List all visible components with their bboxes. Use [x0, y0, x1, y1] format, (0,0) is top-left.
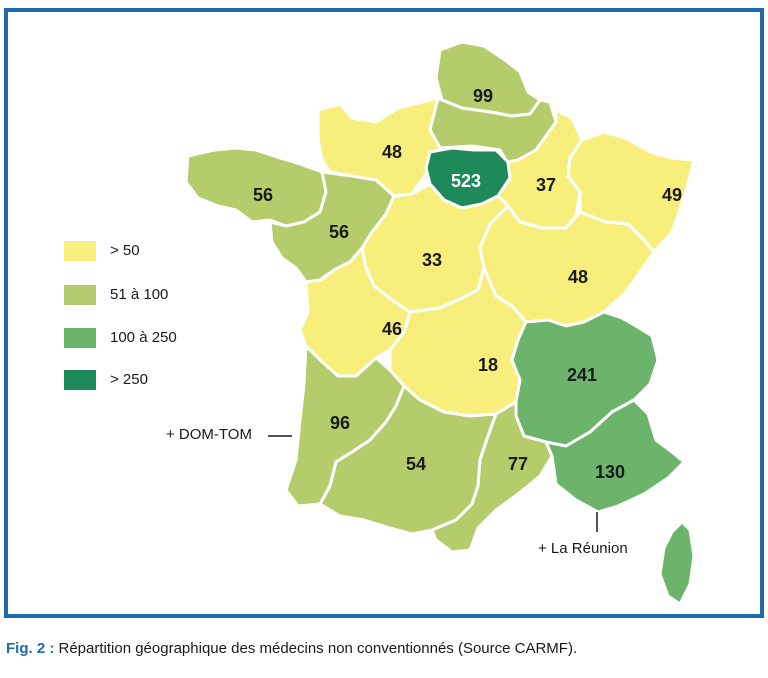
value-label-pays-de-la-loire: 56	[329, 222, 349, 242]
value-label-bretagne: 56	[253, 185, 273, 205]
figure-caption: Fig. 2 : Répartition géographique des mé…	[6, 640, 577, 657]
legend-swatch	[64, 285, 96, 305]
reunion-annotation: + La Réunion	[538, 540, 628, 557]
value-label-alsace-lorraine: 49	[662, 185, 682, 205]
region-midi-pyrenees	[318, 384, 498, 536]
legend-swatch	[64, 370, 96, 390]
legend-item: 100 à 250	[64, 328, 204, 350]
legend-label: 51 à 100	[110, 286, 169, 303]
legend-label: > 250	[110, 371, 148, 388]
legend-item: > 250	[64, 370, 204, 392]
value-label-paca: 130	[595, 462, 625, 482]
legend-label: > 50	[110, 242, 140, 259]
region-languedoc-roussillon	[430, 400, 554, 554]
legend-swatch	[64, 241, 96, 261]
legend-item: 51 à 100	[64, 285, 204, 307]
value-label-auvergne: 18	[478, 355, 498, 375]
dom-tom-annotation: + DOM-TOM	[166, 426, 252, 443]
region-lorraine-alsace	[566, 130, 696, 254]
value-label-champagne: 37	[536, 175, 556, 195]
value-label-ile-de-france: 523	[451, 171, 481, 191]
value-label-centre: 33	[422, 250, 442, 270]
region-corse	[658, 520, 696, 606]
value-label-languedoc: 77	[508, 454, 528, 474]
caption-text: Répartition géographique des médecins no…	[54, 640, 578, 657]
legend-swatch	[64, 328, 96, 348]
value-label-normandie: 48	[382, 142, 402, 162]
value-label-bourgogne: 48	[568, 267, 588, 287]
value-label-aquitaine: 96	[330, 413, 350, 433]
legend-label: 100 à 250	[110, 329, 177, 346]
figure-number: Fig. 2 :	[6, 640, 55, 657]
region-paca	[544, 398, 686, 514]
value-label-nord: 99	[473, 86, 493, 106]
value-label-midi-pyrenees: 54	[406, 454, 426, 474]
legend-item: > 50	[64, 241, 204, 263]
value-label-poitou: 46	[382, 319, 402, 339]
value-label-rhone-alpes: 241	[567, 365, 597, 385]
